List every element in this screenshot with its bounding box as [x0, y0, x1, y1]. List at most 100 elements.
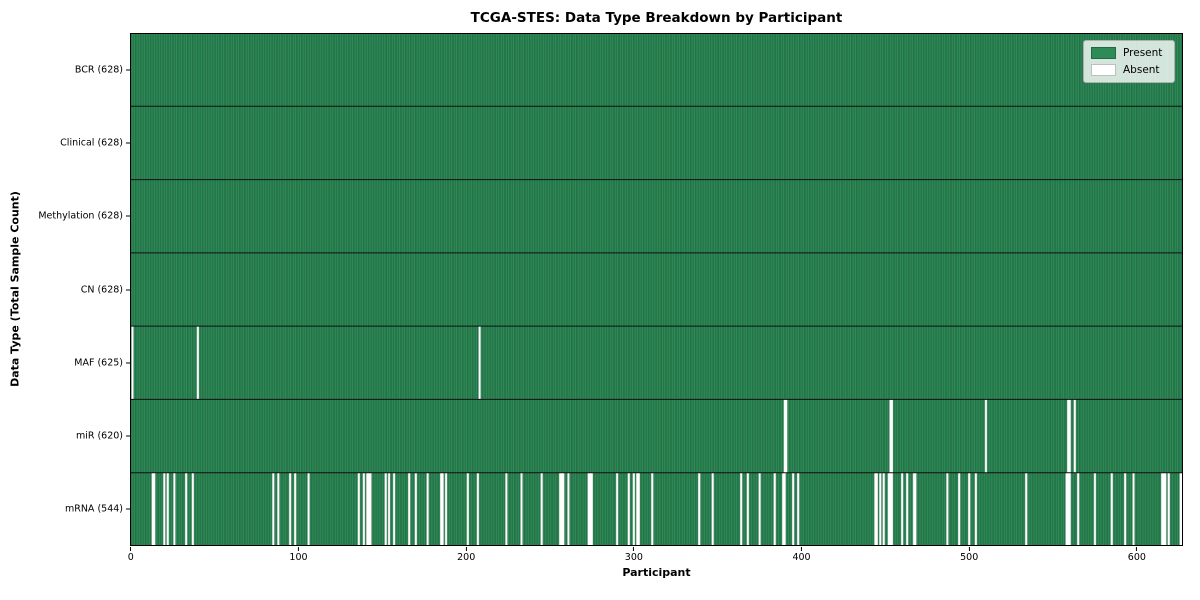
absent-mark [746, 472, 750, 546]
absent-mark [173, 472, 176, 546]
absent-mark [1065, 472, 1071, 546]
legend-item-absent: Absent [1091, 64, 1166, 76]
absent-mark [651, 472, 654, 546]
x-tick-label: 200 [457, 552, 476, 563]
legend-label: Present [1123, 47, 1163, 59]
y-tick-clinical: Clinical (628) [60, 137, 130, 148]
absent-mark [408, 472, 411, 546]
x-tick-label: 400 [792, 552, 811, 563]
tick-mark [633, 547, 635, 551]
absent-mark [615, 472, 619, 546]
legend-swatch-present [1091, 47, 1116, 59]
tick-mark [126, 215, 130, 217]
absent-mark [505, 472, 508, 546]
absent-mark [783, 399, 788, 473]
tick-mark [126, 435, 130, 437]
absent-mark [636, 472, 640, 546]
x-tick-0: 0 [128, 547, 134, 563]
tick-mark [126, 508, 130, 510]
plot-area [130, 33, 1183, 546]
absent-mark [426, 472, 429, 546]
legend-swatch-absent [1091, 64, 1116, 76]
y-axis-tick-labels: BCR (628) Clinical (628) Methylation (628)… [0, 33, 130, 546]
row-maf [130, 325, 1183, 400]
absent-mark [946, 472, 949, 546]
x-axis-title: Participant [622, 566, 691, 579]
y-tick-mir: miR (620) [76, 431, 130, 442]
tick-mark [126, 289, 130, 290]
x-tick-600: 600 [1128, 547, 1146, 563]
absent-mark [1167, 472, 1170, 546]
y-tick-label: MAF (625) [74, 357, 123, 369]
absent-mark [559, 472, 565, 546]
absent-mark [974, 472, 978, 546]
absent-mark [1093, 472, 1097, 546]
absent-mark [444, 472, 448, 546]
row-mrna [130, 472, 1183, 546]
absent-mark [782, 472, 786, 546]
absent-mark [882, 472, 885, 546]
absent-mark [1025, 472, 1028, 546]
absent-mark [797, 472, 800, 546]
absent-mark [1132, 472, 1135, 546]
y-tick-label: BCR (628) [74, 64, 123, 76]
absent-mark [773, 472, 776, 546]
absent-mark [874, 472, 879, 546]
tick-mark [130, 547, 132, 551]
absent-mark [163, 472, 166, 546]
absent-mark [912, 472, 917, 546]
tick-mark [297, 547, 299, 551]
legend: Present Absent [1083, 40, 1175, 83]
absent-mark [357, 472, 361, 546]
tick-mark [1136, 547, 1138, 551]
absent-mark [879, 472, 882, 546]
absent-mark [889, 399, 894, 473]
tick-mark [126, 69, 130, 71]
absent-mark [540, 472, 543, 546]
absent-mark [466, 472, 470, 546]
x-tick-label: 500 [960, 552, 979, 563]
absent-mark [366, 472, 372, 546]
absent-mark [1077, 472, 1080, 546]
absent-mark [387, 472, 391, 546]
absent-mark [520, 472, 523, 546]
absent-mark [567, 472, 570, 546]
absent-mark [476, 472, 480, 546]
absent-mark [191, 472, 195, 546]
absent-mark [958, 472, 961, 546]
absent-mark [698, 472, 701, 546]
absent-mark [288, 472, 292, 546]
absent-mark [968, 472, 971, 546]
absent-mark [792, 472, 795, 546]
absent-mark [166, 472, 169, 546]
absent-mark [384, 472, 387, 546]
x-tick-200: 200 [457, 547, 475, 563]
x-tick-label: 600 [1127, 552, 1146, 563]
absent-mark [887, 472, 894, 546]
tick-mark [801, 547, 803, 551]
chart-title: TCGA-STES: Data Type Breakdown by Partic… [470, 10, 843, 26]
absent-mark [478, 325, 481, 400]
y-tick-maf: MAF (625) [74, 357, 130, 368]
absent-mark [185, 472, 188, 546]
y-tick-bcr: BCR (628) [75, 64, 130, 75]
x-tick-label: 0 [127, 552, 134, 563]
y-tick-label: mRNA (544) [64, 503, 123, 515]
row-clinical [130, 106, 1183, 180]
tick-mark [968, 547, 970, 551]
y-tick-label: Methylation (628) [38, 210, 123, 222]
row-bcr [130, 33, 1183, 107]
absent-mark [131, 325, 134, 400]
absent-mark [587, 472, 593, 546]
y-tick-label: Clinical (628) [60, 137, 123, 149]
absent-mark [277, 472, 280, 546]
tick-mark [126, 142, 130, 144]
absent-mark [362, 472, 366, 546]
absent-mark [272, 472, 275, 546]
absent-mark [627, 472, 630, 546]
absent-mark [1124, 472, 1127, 546]
absent-mark [711, 472, 714, 546]
tick-mark [465, 547, 467, 551]
row-methylation [130, 179, 1183, 253]
